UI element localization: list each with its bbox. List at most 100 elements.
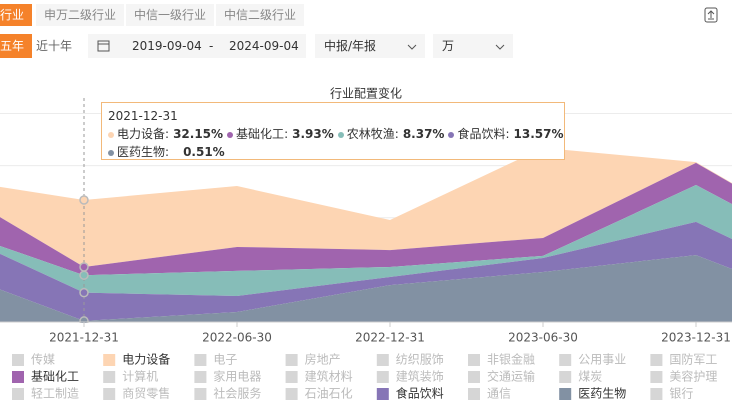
tooltip-item: 农林牧渔: 8.37% (337, 125, 444, 143)
legend-swatch (468, 354, 480, 366)
chart-title: 行业配置变化 (330, 86, 402, 101)
plot (0, 98, 732, 323)
area (0, 185, 732, 296)
legend-label[interactable]: 通信 (487, 387, 511, 401)
legend-swatch (376, 371, 389, 383)
legend-label[interactable]: 电力设备 (122, 353, 170, 367)
calendar-icon (97, 40, 110, 52)
legend-label[interactable]: 国防军工 (669, 352, 717, 367)
area (0, 147, 732, 267)
x-tick-label: 2023-12-31 (661, 331, 731, 345)
tooltip-date: 2021-12-31 (108, 109, 178, 123)
legend-label[interactable]: 煤炭 (578, 370, 602, 384)
legend-label[interactable]: 银行 (669, 387, 693, 401)
x-tick-label: 2022-06-30 (202, 331, 272, 345)
legend-label[interactable]: 基础化工 (31, 370, 79, 384)
legend-swatch (468, 371, 480, 383)
legend-swatch (376, 354, 389, 366)
hover-point (79, 195, 89, 205)
legend-label[interactable]: 电子 (213, 353, 237, 367)
tooltip-sep: : (165, 127, 170, 141)
tooltip-sep: : (284, 127, 289, 141)
period-button[interactable]: 近十年 (36, 39, 73, 53)
tooltip-value: 0.51% (183, 145, 225, 159)
legend-swatch (285, 354, 298, 366)
tooltip-sep: : (505, 127, 510, 141)
legend-label[interactable]: 轻工制造 (31, 387, 79, 401)
hover-point (79, 316, 89, 323)
legend-label[interactable]: 食品饮料 (396, 386, 444, 401)
date-range[interactable]: 2019-09-04 - 2024-09-04 (88, 34, 306, 58)
tab[interactable]: 中信二级行业 (216, 4, 305, 26)
tooltip-name: 食品饮料 (457, 127, 506, 141)
date-separator: - (209, 39, 214, 53)
export-icon (704, 7, 718, 23)
export-button[interactable] (700, 4, 724, 26)
legend-label[interactable]: 传媒 (31, 352, 55, 367)
legend-swatch (559, 354, 572, 366)
start-date: 2019-09-04 (132, 39, 202, 53)
tooltip-item: 食品饮料: 13.57% (448, 125, 564, 143)
legend-swatch (103, 371, 116, 383)
unit-select[interactable]: 万 (433, 34, 513, 58)
tooltip-value: 13.57% (513, 127, 564, 141)
legend-swatch (559, 371, 572, 383)
legend-label[interactable]: 交通运输 (487, 369, 535, 384)
tooltip-dot (337, 131, 344, 138)
x-tick-label: 2021-12-31 (49, 331, 119, 345)
tab[interactable]: 行业 (0, 4, 33, 26)
tooltip-dot (108, 131, 114, 138)
report-type: 中报/年报 (324, 39, 377, 53)
tooltip-sep: : (394, 127, 399, 141)
tab[interactable]: 申万二级行业 (36, 4, 125, 26)
legend-label[interactable]: 房地产 (305, 352, 341, 367)
area (0, 255, 732, 322)
legend-label[interactable]: 非银金融 (487, 352, 535, 367)
legend-label[interactable]: 美容护理 (669, 369, 717, 384)
tooltip-name: 医药生物 (117, 145, 166, 159)
legend-label[interactable]: 计算机 (122, 369, 158, 384)
tooltip-value: 32.15% (173, 127, 224, 141)
legend-swatch (194, 388, 207, 400)
tooltip: 2021-12-31 电力设备: 32.15% 基础化工: 3.93% 农林牧渔: 8.37… (101, 102, 565, 160)
tooltip-value: 3.93% (292, 127, 334, 141)
area (0, 221, 732, 321)
chevron (495, 44, 505, 50)
legend-swatch (376, 388, 389, 400)
legend-swatch (468, 388, 480, 400)
legend-label[interactable]: 医药生物 (578, 387, 626, 401)
hover-point (79, 270, 89, 280)
x-tick-label: 2023-06-30 (508, 331, 578, 345)
legend-swatch (12, 371, 24, 383)
x-tick-label: 2022-12-31 (355, 331, 425, 345)
tooltip-name: 电力设备 (117, 127, 166, 141)
legend-swatch (285, 371, 298, 383)
legend-swatch (12, 354, 24, 366)
legend-swatch (650, 354, 663, 366)
report-type-select[interactable]: 中报/年报 (315, 34, 425, 58)
legend-swatch (12, 388, 24, 400)
legend-label[interactable]: 公用事业 (578, 353, 626, 367)
legend-label[interactable]: 石油石化 (305, 387, 353, 401)
legend-label[interactable]: 商贸零售 (122, 386, 170, 401)
tooltip-dot (227, 131, 234, 138)
legend-label[interactable]: 家用电器 (213, 369, 261, 384)
legend-label[interactable]: 建筑装饰 (396, 369, 444, 384)
legend-label[interactable]: 纺织服饰 (396, 353, 444, 367)
tab[interactable]: 中信一级行业 (126, 4, 215, 26)
legend-swatch (194, 354, 207, 366)
unit: 万 (442, 39, 455, 53)
tooltip-name: 农林牧渔 (346, 127, 395, 141)
tooltip-dot (448, 131, 455, 138)
tooltip-row: 电力设备: 32.15% 基础化工: 3.93% 农林牧渔: 8.37% 食品饮料: 13.5… (108, 125, 564, 143)
area (0, 162, 732, 276)
legend-label[interactable]: 建筑材料 (305, 369, 353, 384)
tooltip-dot (108, 149, 114, 156)
legend-label[interactable]: 社会服务 (213, 386, 261, 401)
tooltip-item: 基础化工: 3.93% (227, 125, 334, 143)
period-button[interactable]: 五年 (0, 34, 33, 58)
hover-point (79, 262, 89, 272)
legend-swatch (194, 371, 207, 383)
